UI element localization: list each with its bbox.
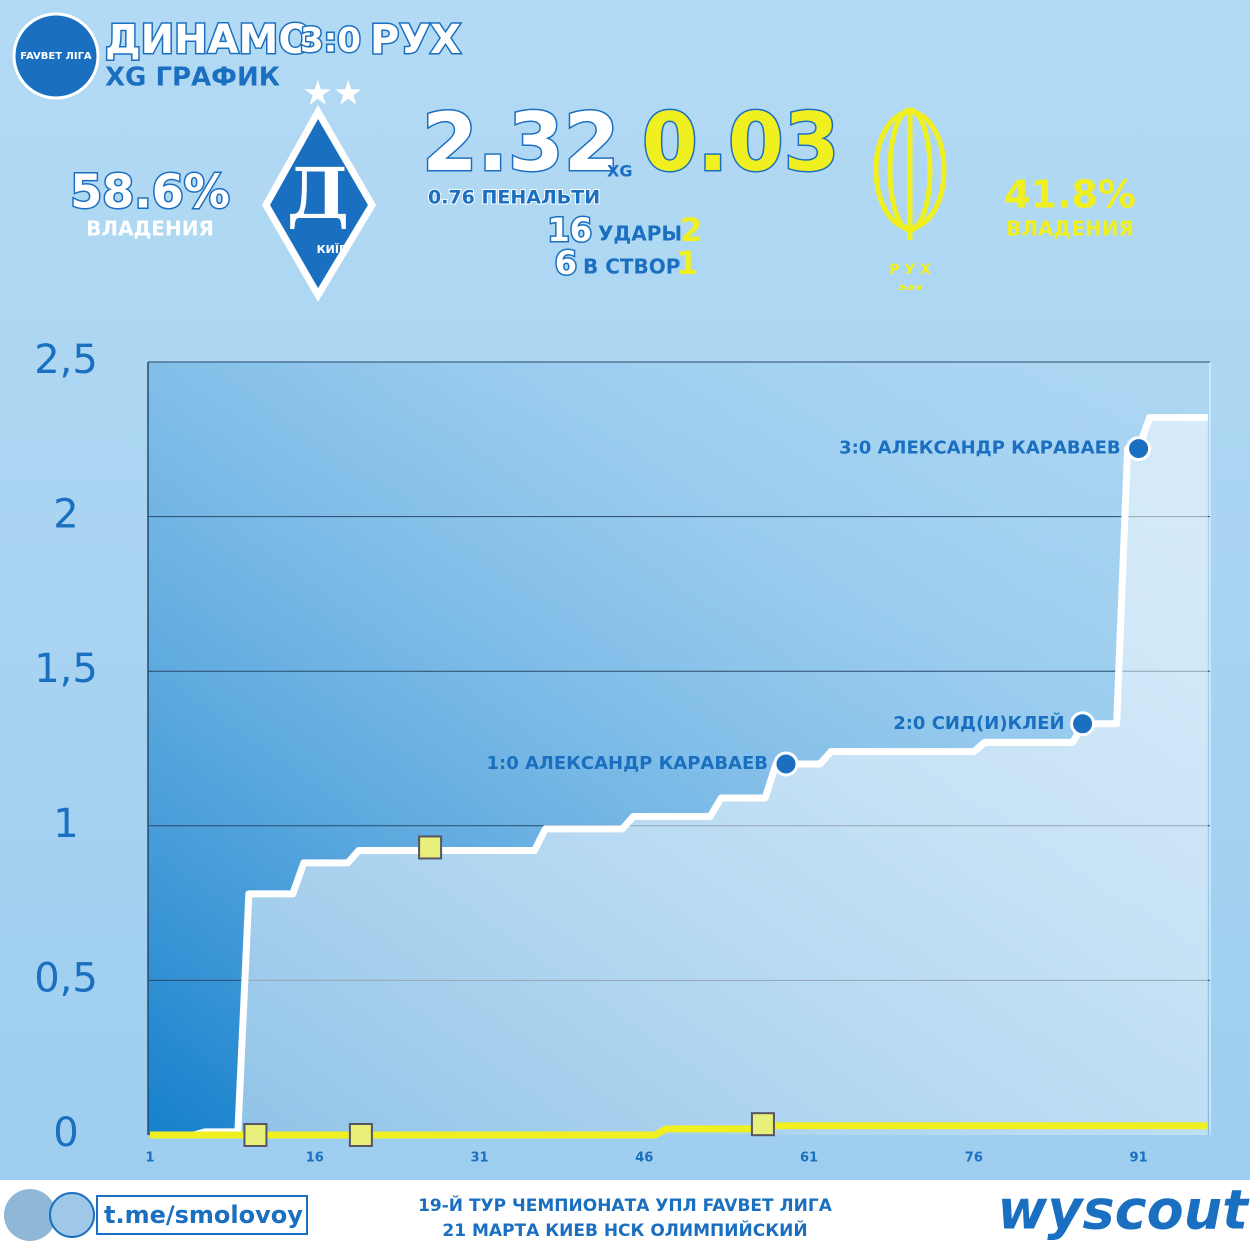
goal-label: 3:0 АЛЕКСАНДР КАРАВАЕВ [839, 438, 1121, 459]
y-tick-label: 2,5 [34, 337, 98, 383]
link[interactable]: t.me/smolovoy [104, 1201, 303, 1229]
score: 3:0 [300, 21, 361, 61]
home-possession: 58.6% [70, 165, 230, 219]
x-tick-label: 46 [635, 1151, 653, 1166]
y-tick-label: 1 [53, 801, 78, 847]
home-on-target: 6 [555, 244, 577, 282]
x-tick-label: 76 [965, 1151, 983, 1166]
x-tick-label: 16 [306, 1151, 324, 1166]
telegram-icon [49, 1192, 95, 1238]
shots-label: УДАРЫ [598, 222, 682, 246]
away-logo-text: Р У Х [889, 262, 931, 278]
xg-line [150, 1122, 1208, 1139]
home-team: ДИНАМО [105, 17, 312, 63]
home-logo-letter: Д [287, 152, 349, 235]
league-badge-text: FAVBET ЛІГА [20, 51, 92, 62]
league-badge [12, 12, 100, 100]
shot-marker [348, 1123, 373, 1147]
stars: ★★ [303, 74, 364, 114]
home-city: КИЇВ [317, 242, 348, 256]
x-tick-label: 91 [1130, 1151, 1148, 1166]
home-shots: 16 [547, 211, 592, 249]
shot-marker [750, 1112, 775, 1137]
goal-label: 1:0 АЛЕКСАНДР КАРАВАЕВ [486, 753, 768, 774]
xg-line [150, 414, 1208, 1139]
away-logo [873, 107, 947, 240]
brand: wyscout [997, 1179, 1250, 1242]
x-tick-label: 1 [145, 1151, 154, 1166]
away-city: ЛЬВІВ [898, 284, 922, 292]
avatar [4, 1189, 56, 1241]
goal-marker [1126, 436, 1152, 462]
goal-marker [1070, 711, 1096, 737]
goal-label: 2:0 СИД(И)КЛЕЙ [893, 712, 1064, 734]
y-tick-label: 0,5 [34, 955, 98, 1001]
home-xg: 2.32 [422, 96, 619, 189]
footer-line1: 19-Й ТУР ЧЕМПИОНАТА УПЛ FAVBET ЛИГА [418, 1194, 833, 1216]
away-team: РУХ [370, 17, 461, 63]
x-tick-label: 61 [800, 1151, 818, 1166]
shot-marker [418, 835, 443, 860]
y-tick-label: 0 [53, 1110, 78, 1156]
away-on-target: 1 [676, 244, 698, 282]
subtitle: XG ГРАФИК [105, 63, 280, 93]
possession-label: ВЛАДЕНИЯ [1006, 217, 1134, 241]
link-box [96, 1195, 308, 1235]
away-shots: 2 [680, 211, 702, 249]
footer-line2: 21 МАРТА КИЕВ НСК ОЛИМПИЙСКИЙ [442, 1219, 807, 1241]
goal-marker [773, 751, 799, 777]
shot-marker [243, 1123, 268, 1147]
y-tick-label: 2 [53, 492, 78, 538]
x-tick-label: 31 [470, 1151, 488, 1166]
area [150, 417, 1208, 1135]
y-tick-label: 1,5 [34, 646, 98, 692]
penalty: 0.76 ПЕНАЛЬТИ [428, 187, 600, 209]
on-target-label: В СТВОР [583, 255, 680, 279]
possession-label: ВЛАДЕНИЯ [86, 217, 214, 241]
home-logo [261, 104, 377, 302]
away-xg: 0.03 [642, 96, 839, 189]
away-possession: 41.8% [1004, 173, 1136, 217]
xg-label: XG [607, 162, 632, 181]
